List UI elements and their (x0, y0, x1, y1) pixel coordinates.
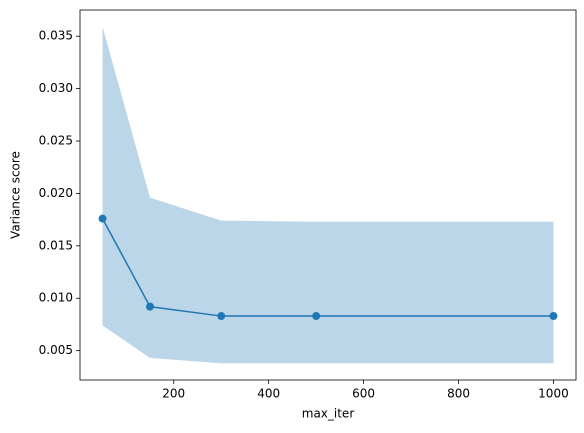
y-tick-label: 0.015 (39, 238, 73, 252)
y-tick-label: 0.035 (39, 29, 73, 43)
plot-frame (79, 9, 577, 381)
y-tick-label: 0.025 (39, 134, 73, 148)
point (549, 312, 558, 321)
x-tick-label: 200 (162, 387, 185, 401)
x-tick-label: 600 (352, 387, 375, 401)
x-tick-label: 1000 (538, 387, 569, 401)
y-tick-label: 0.020 (39, 186, 73, 200)
y-tick-label: 0.030 (39, 81, 73, 95)
point (217, 312, 226, 321)
point (146, 302, 155, 311)
x-tick-label: 800 (447, 387, 470, 401)
point (312, 312, 321, 321)
x-tick-label: 400 (257, 387, 280, 401)
point (98, 214, 107, 223)
confidence-band (102, 26, 554, 364)
y-tick-label: 0.010 (39, 291, 73, 305)
y-tick-label: 0.005 (39, 343, 73, 357)
y-axis-label: Variance score (9, 151, 23, 239)
x-axis-label: max_iter (302, 407, 355, 421)
